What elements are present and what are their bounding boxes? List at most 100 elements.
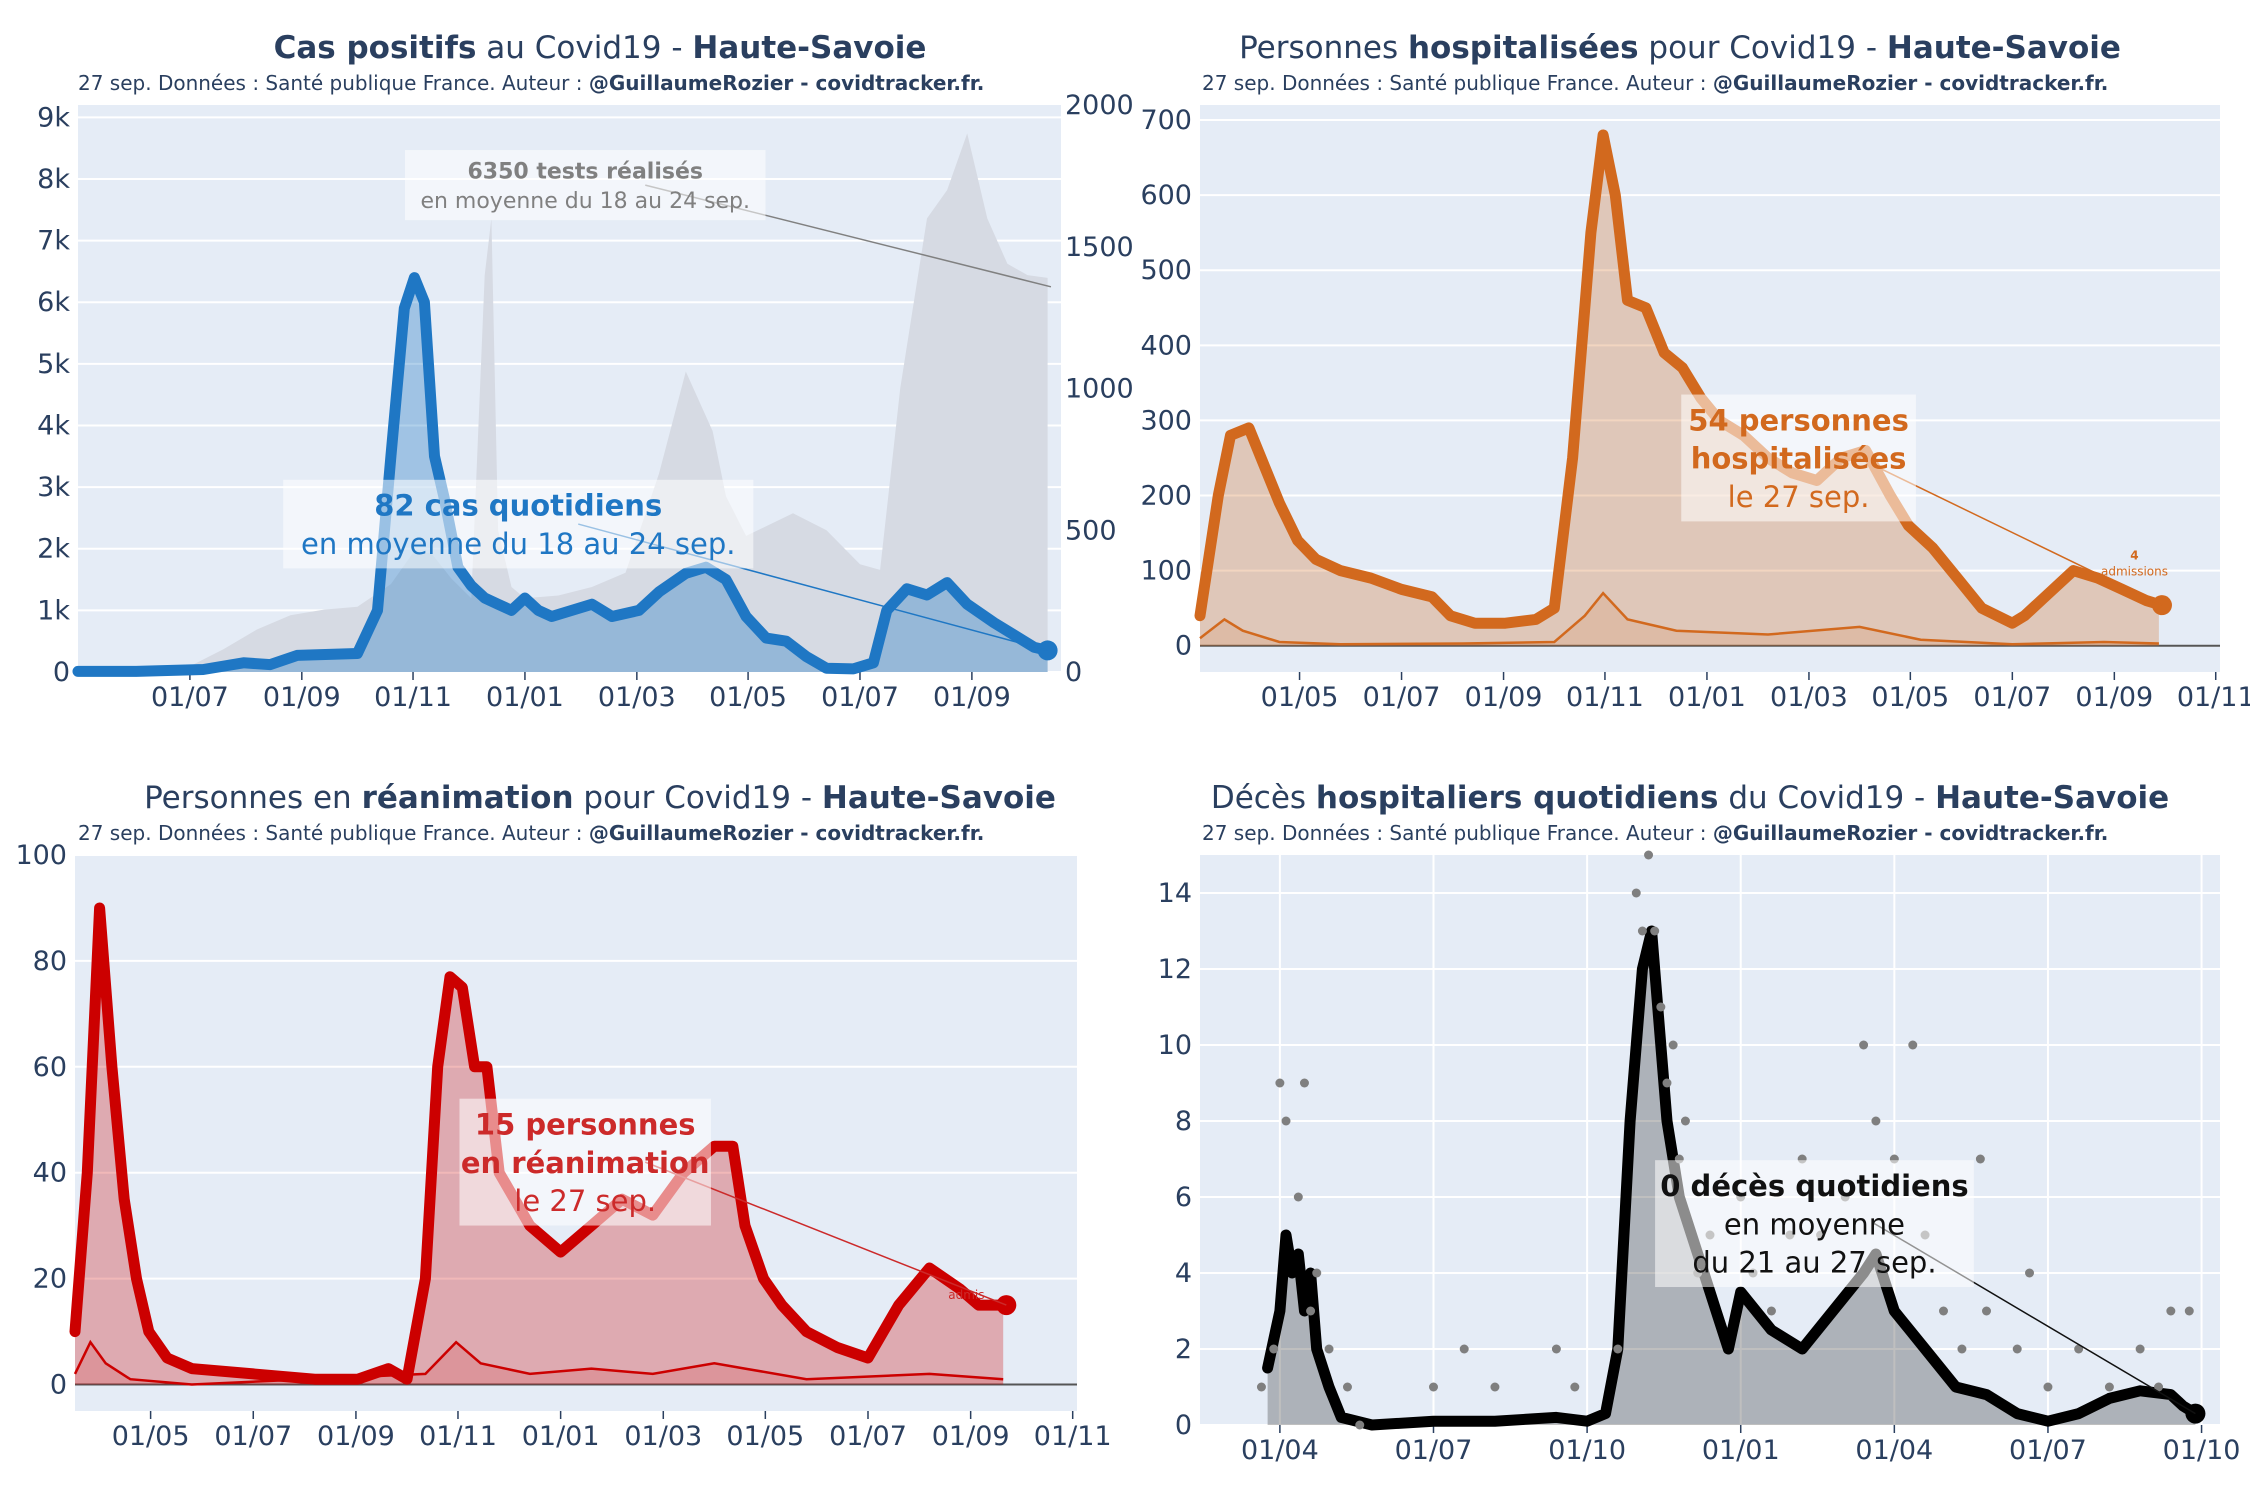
annotation-box	[283, 479, 754, 569]
y-tick-label: 10	[1158, 1030, 1192, 1061]
death-point	[1631, 888, 1641, 898]
y-tick-label: 200	[1140, 481, 1192, 512]
annotation-text: en moyenne du 18 au 24 sep.	[420, 189, 750, 214]
death-point	[2154, 1382, 2164, 1392]
x-tick-label: 01/07	[821, 682, 899, 713]
x-tick-label: 01/04	[1241, 1435, 1319, 1466]
annotation-text: 6350 tests réalisés	[467, 160, 703, 185]
y-tick-label: 9k	[37, 102, 70, 133]
annotation-text: admis	[948, 1288, 984, 1302]
x-tick-label: 01/01	[486, 682, 564, 713]
x-tick-label: 01/05	[1261, 682, 1339, 713]
death-point	[1637, 926, 1647, 936]
plot-area	[1200, 855, 2220, 1425]
x-tick-label: 01/07	[829, 1421, 907, 1452]
death-point	[1644, 850, 1654, 860]
death-point	[1312, 1268, 1322, 1278]
death-point	[2135, 1344, 2145, 1354]
x-tick-label: 01/03	[624, 1421, 702, 1452]
death-point	[1293, 1192, 1303, 1202]
y-tick-label: 1k	[37, 595, 70, 626]
chart-title-part: Décès	[1211, 780, 1316, 816]
y-tick-label: 300	[1140, 405, 1192, 436]
chart-title-part: Haute-Savoie	[822, 780, 1056, 816]
annotation-box	[404, 150, 766, 221]
death-point	[1299, 1078, 1309, 1088]
chart-title-part: Haute-Savoie	[692, 30, 926, 66]
chart-title: Personnes hospitalisées pour Covid19 - H…	[1239, 30, 2121, 66]
chart-subtitle: 27 sep. Données : Santé publique France.…	[1202, 71, 2108, 95]
chart-title: Personnes en réanimation pour Covid19 - …	[144, 780, 1056, 816]
y-tick-label: 700	[1140, 105, 1192, 136]
y-tick-label: 0	[50, 1370, 67, 1401]
death-point	[1680, 1116, 1690, 1126]
death-point	[1982, 1306, 1992, 1316]
y2-tick-label: 1500	[1065, 232, 1134, 263]
series-r-animation-area	[75, 908, 1004, 1385]
x-tick-label: 01/01	[522, 1421, 600, 1452]
y-tick-label: 100	[15, 840, 67, 871]
death-point	[2012, 1344, 2022, 1354]
x-tick-label: 01/09	[317, 1421, 395, 1452]
annotation-box	[1681, 394, 1916, 522]
annotation-text: 0 décès quotidiens	[1660, 1169, 1968, 1203]
chart-subtitle-part: 27 sep. Données : Santé publique France.…	[78, 821, 589, 845]
y-tick-label: 0	[1175, 631, 1192, 662]
chart-subtitle-part: @GuillaumeRozier - covidtracker.fr.	[589, 71, 984, 95]
series-hospitalis-s-line	[1194, 129, 2165, 629]
y-tick-label: 80	[33, 946, 67, 977]
x-tick-label: 01/11	[419, 1421, 497, 1452]
series-nouvelles-admissions-area	[1200, 593, 2159, 646]
death-point	[2104, 1382, 2114, 1392]
x-tick-label: 01/10	[2163, 1435, 2241, 1466]
x-tick-label: 01/09	[263, 682, 341, 713]
y-tick-label: 3k	[37, 472, 70, 503]
y-tick-label: 7k	[37, 226, 70, 257]
y-tick-label: 6	[1175, 1182, 1192, 1213]
series-nouvelles-admissions-line	[1199, 591, 2159, 646]
chart-subtitle-part: @GuillaumeRozier - covidtracker.fr.	[1713, 821, 2108, 845]
death-point	[1355, 1420, 1365, 1430]
y-tick-label: 12	[1158, 954, 1192, 985]
x-tick-label: 01/01	[1668, 682, 1746, 713]
x-tick-label: 01/07	[1363, 682, 1441, 713]
x-tick-label: 01/07	[2009, 1435, 2087, 1466]
death-point	[1938, 1306, 1948, 1316]
chart-title-part: hospitaliers quotidiens	[1316, 780, 1719, 816]
x-tick-label: 01/09	[1465, 682, 1543, 713]
x-tick-label: 01/09	[932, 1421, 1010, 1452]
x-tick-label: 01/05	[709, 682, 787, 713]
annotation-text: en réanimation	[461, 1146, 710, 1180]
y2-tick-label: 2000	[1065, 90, 1134, 121]
annotation-box	[1655, 1160, 1974, 1288]
y-tick-label: 400	[1140, 330, 1192, 361]
death-point	[1256, 1382, 1266, 1392]
series-admissions-r-a-line	[73, 1339, 1004, 1386]
chart-title-part: Personnes en	[144, 780, 361, 816]
x-tick-label: 01/03	[598, 682, 676, 713]
y-tick-label: 0	[53, 657, 70, 688]
x-tick-label: 01/09	[2075, 682, 2153, 713]
x-tick-label: 01/05	[112, 1421, 190, 1452]
annotation-text: 82 cas quotidiens	[374, 489, 662, 523]
death-point	[1656, 1002, 1666, 1012]
x-tick-label: 01/07	[214, 1421, 292, 1452]
death-point	[2166, 1306, 2176, 1316]
x-tick-label: 01/11	[2177, 682, 2250, 713]
series-tests-7-day-avg--area	[78, 133, 1048, 672]
x-tick-label: 01/05	[1871, 682, 1949, 713]
chart-title-part: au Covid19 -	[476, 30, 692, 66]
death-point	[2043, 1382, 2053, 1392]
y-tick-label: 14	[1158, 878, 1192, 909]
y-tick-label: 0	[1175, 1410, 1192, 1441]
death-point	[1650, 926, 1660, 936]
y-tick-label: 40	[33, 1158, 67, 1189]
chart-title-part: hospitalisées	[1408, 30, 1639, 66]
y-tick-label: 4	[1175, 1258, 1192, 1289]
death-point	[1306, 1306, 1316, 1316]
y-tick-label: 500	[1140, 255, 1192, 286]
death-point	[1281, 1116, 1291, 1126]
death-point	[1490, 1382, 1500, 1392]
y-tick-label: 100	[1140, 556, 1192, 587]
